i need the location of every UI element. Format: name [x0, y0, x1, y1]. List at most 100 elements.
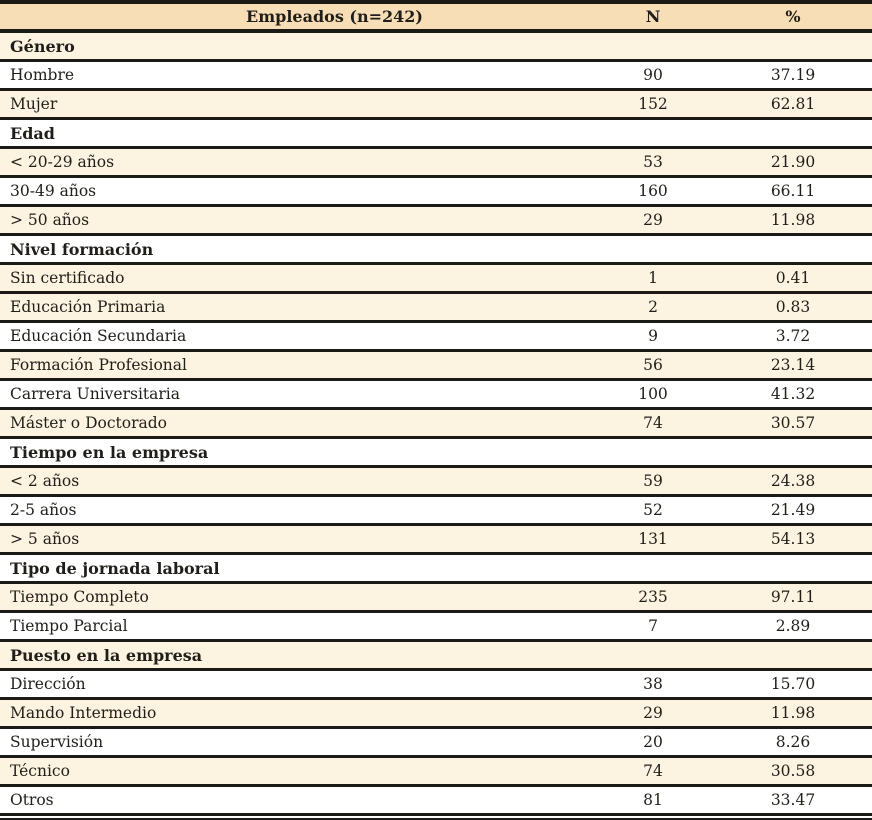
row-n: 59	[643, 472, 663, 490]
row-pct: 30.58	[770, 762, 816, 780]
data-row: Sin certificado 1 0.41	[0, 265, 872, 294]
row-label: Técnico	[10, 762, 70, 780]
row-pct: 37.19	[770, 66, 816, 84]
data-row: Otros 81 33.47	[0, 787, 872, 816]
section-row: Puesto en la empresa	[0, 642, 872, 671]
row-label: Educación Secundaria	[10, 327, 187, 345]
data-row: Hombre 90 37.19	[0, 62, 872, 91]
row-n: 7	[648, 617, 658, 635]
row-pct: 23.14	[770, 356, 816, 374]
row-pct: 11.98	[770, 704, 816, 722]
row-n: 81	[643, 791, 663, 809]
row-n: 9	[648, 327, 658, 345]
table-header-row: Empleados (n=242) N %	[0, 4, 872, 33]
row-label: Nivel formación	[10, 239, 154, 259]
row-label: Máster o Doctorado	[10, 414, 167, 432]
row-label: Tipo de jornada laboral	[10, 558, 220, 578]
data-row: Educación Secundaria 9 3.72	[0, 323, 872, 352]
row-pct: 97.11	[770, 588, 816, 606]
row-label: Carrera Universitaria	[10, 385, 181, 403]
row-pct: 0.83	[775, 298, 811, 316]
row-label: Otros	[10, 791, 54, 809]
row-label: Puesto en la empresa	[10, 645, 203, 665]
header-col-label: Empleados (n=242)	[246, 7, 423, 26]
row-pct: 30.57	[770, 414, 816, 432]
data-row: Carrera Universitaria 100 41.32	[0, 381, 872, 410]
section-row: Nivel formación	[0, 236, 872, 265]
row-pct: 54.13	[770, 530, 816, 548]
row-label: Edad	[10, 123, 55, 143]
data-row: Supervisión 20 8.26	[0, 729, 872, 758]
row-label: Tiempo Completo	[10, 588, 149, 606]
row-n: 56	[643, 356, 663, 374]
data-row: Tiempo Parcial 7 2.89	[0, 613, 872, 642]
data-row: Mujer 152 62.81	[0, 91, 872, 120]
row-n: 90	[643, 66, 663, 84]
row-n: 235	[638, 588, 668, 606]
row-pct: 3.72	[775, 327, 811, 345]
row-label: Educación Primaria	[10, 298, 166, 316]
row-label: Tiempo en la empresa	[10, 442, 209, 462]
row-n: 2	[648, 298, 658, 316]
row-label: Formación Profesional	[10, 356, 187, 374]
row-pct: 2.89	[775, 617, 811, 635]
row-n: 29	[643, 704, 663, 722]
row-n: 1	[648, 269, 658, 287]
data-row: < 20-29 años 53 21.90	[0, 149, 872, 178]
section-row: Tipo de jornada laboral	[0, 555, 872, 584]
row-n: 74	[643, 762, 663, 780]
row-label: Mando Intermedio	[10, 704, 157, 722]
row-pct: 21.90	[770, 153, 816, 171]
data-row: Técnico 74 30.58	[0, 758, 872, 787]
row-n: 38	[643, 675, 663, 693]
data-row: > 50 años 29 11.98	[0, 207, 872, 236]
demographics-table-body: Género Hombre 90 37.19 Mujer 152 62.81 E…	[0, 33, 872, 816]
data-row: > 5 años 131 54.13	[0, 526, 872, 555]
section-row: Tiempo en la empresa	[0, 439, 872, 468]
row-n: 160	[638, 182, 668, 200]
row-pct: 24.38	[770, 472, 816, 490]
row-label: Sin certificado	[10, 269, 125, 287]
row-label: Dirección	[10, 675, 86, 693]
row-label: > 50 años	[10, 211, 90, 229]
row-label: > 5 años	[10, 530, 80, 548]
row-label: Hombre	[10, 66, 75, 84]
row-n: 29	[643, 211, 663, 229]
row-label: < 20-29 años	[10, 153, 115, 171]
section-row: Edad	[0, 120, 872, 149]
data-row: 30-49 años 160 66.11	[0, 178, 872, 207]
data-row: Educación Primaria 2 0.83	[0, 294, 872, 323]
row-n: 131	[638, 530, 668, 548]
data-row: < 2 años 59 24.38	[0, 468, 872, 497]
row-pct: 62.81	[770, 95, 816, 113]
data-row: 2-5 años 52 21.49	[0, 497, 872, 526]
data-row: Mando Intermedio 29 11.98	[0, 700, 872, 729]
row-pct: 21.49	[770, 501, 816, 519]
row-label: Género	[10, 36, 75, 56]
data-row: Máster o Doctorado 74 30.57	[0, 410, 872, 439]
data-row: Formación Profesional 56 23.14	[0, 352, 872, 381]
row-label: 2-5 años	[10, 501, 77, 519]
header-col-n: N	[645, 7, 661, 26]
row-n: 53	[643, 153, 663, 171]
row-n: 52	[643, 501, 663, 519]
row-label: < 2 años	[10, 472, 80, 490]
row-label: Mujer	[10, 95, 58, 113]
row-pct: 66.11	[770, 182, 816, 200]
row-n: 74	[643, 414, 663, 432]
row-pct: 15.70	[770, 675, 816, 693]
data-row: Dirección 38 15.70	[0, 671, 872, 700]
header-col-pct: %	[785, 7, 801, 26]
row-n: 20	[643, 733, 663, 751]
section-row: Género	[0, 33, 872, 62]
row-label: Tiempo Parcial	[10, 617, 128, 635]
row-pct: 33.47	[770, 791, 816, 809]
row-pct: 41.32	[770, 385, 816, 403]
data-row: Tiempo Completo 235 97.11	[0, 584, 872, 613]
row-label: 30-49 años	[10, 182, 97, 200]
row-n: 152	[638, 95, 668, 113]
row-pct: 0.41	[775, 269, 811, 287]
row-pct: 11.98	[770, 211, 816, 229]
row-pct: 8.26	[775, 733, 811, 751]
row-n: 100	[638, 385, 668, 403]
